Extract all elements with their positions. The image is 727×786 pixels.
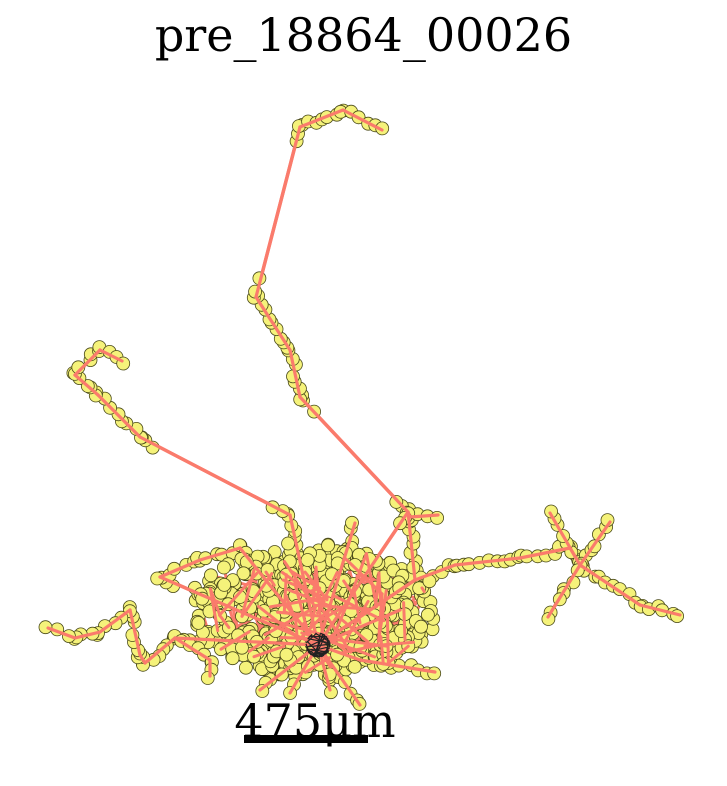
core-node: [216, 560, 231, 575]
soma-mark: [315, 633, 321, 657]
branch-edge-overlay: [128, 608, 142, 657]
core-node: [420, 607, 435, 622]
branch-edge-overlay: [46, 626, 77, 640]
branch-node: [200, 671, 215, 685]
branch-edge-overlay: [578, 563, 642, 607]
nodes-layer: [38, 103, 684, 711]
branch-edge-overlay: [198, 546, 242, 562]
branch-edge-overlay: [316, 608, 402, 647]
core-node: [191, 616, 206, 630]
core-edge-overlay: [240, 568, 256, 618]
branch-edge-overlay: [254, 125, 302, 299]
core-edge-overlay: [348, 552, 368, 599]
core-edge-overlay: [263, 605, 317, 637]
branch-edge-overlay: [298, 108, 345, 129]
branch-edge-overlay: [143, 636, 177, 665]
branch-node: [255, 684, 270, 698]
branch-edge-overlay: [518, 546, 572, 560]
core-edge-overlay: [364, 552, 378, 609]
core-node: [347, 659, 362, 674]
branch-edge-overlay: [173, 636, 320, 647]
branch-edge-overlay: [638, 603, 682, 617]
soma-mark: [308, 634, 313, 638]
branch-edge-overlay: [546, 563, 582, 619]
core-edge-overlay: [294, 620, 300, 646]
branch-node: [323, 685, 338, 700]
branch-edge-overlay: [298, 395, 410, 514]
core-edge-overlay: [352, 647, 377, 659]
core-node: [203, 568, 218, 583]
branch-edge-overlay: [288, 513, 320, 647]
branch-edge-overlay: [158, 558, 202, 579]
branch-edge-overlay: [238, 546, 320, 647]
soma-mark: [312, 655, 317, 658]
core-edge-overlay: [252, 644, 286, 659]
branch-edge-overlay: [453, 556, 522, 567]
soma-mark: [306, 636, 328, 649]
branch-edge-overlay: [73, 373, 100, 397]
core-edge-overlay: [218, 614, 231, 629]
core-edge-overlay: [303, 570, 329, 602]
core-edge-overlay: [402, 601, 407, 641]
core-node: [300, 553, 315, 567]
branch-node: [541, 612, 556, 626]
soma-mark: [315, 632, 330, 643]
branch-edge-overlay: [548, 511, 582, 567]
branch-edge-overlay: [316, 643, 362, 707]
core-edge-overlay: [385, 615, 390, 665]
figure-title: pre_18864_00026: [154, 8, 573, 62]
core-node: [225, 651, 240, 666]
core-edge-overlay: [293, 581, 311, 637]
core-node: [281, 536, 296, 551]
core-node: [217, 578, 232, 592]
core-edge-overlay: [208, 587, 220, 633]
branch-edge-overlay: [358, 658, 437, 674]
branch-node: [38, 620, 53, 635]
soma-mark: [306, 648, 312, 655]
core-node: [321, 538, 335, 553]
branch-edge-overlay: [98, 348, 124, 363]
branch-edge-overlay: [158, 575, 320, 647]
core-edge-overlay: [304, 656, 331, 674]
branch-edge-overlay: [406, 510, 417, 582]
core-edge-overlay: [261, 616, 321, 636]
core-edge-overlay: [332, 637, 388, 648]
branch-edge-overlay: [316, 521, 357, 647]
core-node: [414, 619, 428, 634]
branch-edge-overlay: [341, 108, 384, 132]
branch-edge-overlay: [254, 295, 292, 352]
core-edge-overlay: [298, 605, 333, 641]
branch-edge-overlay: [316, 510, 410, 647]
scale-bar: [244, 735, 368, 743]
branch-edge-overlay: [96, 393, 142, 439]
branch-edge-overlay: [98, 608, 132, 634]
branch-node: [430, 511, 445, 525]
branch-edge-overlay: [73, 348, 102, 377]
branch-edge-overlay: [408, 513, 440, 519]
branch-edge-overlay: [173, 636, 212, 662]
branch-edge-overlay: [73, 630, 102, 640]
core-edge-overlay: [247, 636, 270, 653]
soma-mark: [306, 640, 323, 657]
core-edge-overlay: [379, 635, 385, 666]
branch-edge-overlay: [138, 435, 292, 517]
core-node: [279, 647, 294, 662]
core-edge-overlay: [420, 586, 426, 593]
branch-edge-overlay: [578, 520, 612, 567]
core-node: [238, 660, 253, 675]
soma-mark: [317, 647, 330, 658]
core-edge-overlay: [264, 570, 276, 587]
core-node: [236, 566, 251, 581]
branch-edge-overlay: [413, 563, 457, 582]
core-edge-overlay: [386, 644, 410, 665]
branch-edge-overlay: [316, 578, 417, 647]
core-node: [234, 640, 249, 655]
branch-edge-overlay: [288, 348, 302, 399]
core-edge-overlay: [340, 643, 382, 655]
